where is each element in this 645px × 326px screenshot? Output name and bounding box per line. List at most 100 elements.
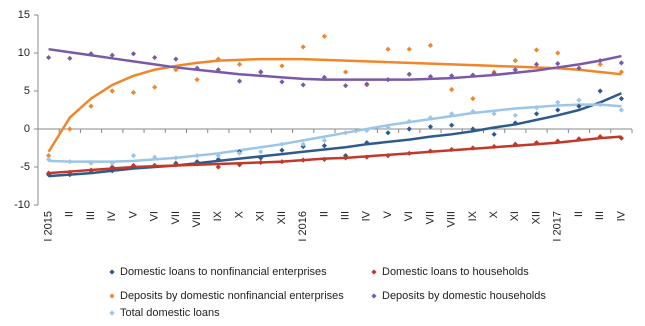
data-point	[449, 122, 455, 128]
data-point	[67, 126, 73, 132]
data-point	[279, 141, 285, 147]
data-point	[258, 149, 264, 155]
legend-marker	[109, 310, 115, 316]
x-tick-label: IV	[106, 210, 118, 221]
data-point	[364, 127, 370, 134]
data-point	[470, 145, 476, 151]
data-point	[618, 135, 624, 141]
data-point	[406, 118, 412, 124]
y-tick-label: -10	[14, 199, 30, 211]
data-point	[67, 159, 73, 165]
data-point	[597, 61, 603, 67]
data-point	[173, 162, 179, 168]
data-point	[427, 115, 434, 121]
data-point	[470, 108, 476, 115]
data-point	[343, 83, 349, 89]
data-point	[618, 107, 624, 113]
data-point	[406, 126, 412, 132]
data-point	[512, 112, 518, 118]
data-point	[597, 88, 603, 94]
data-point	[215, 164, 221, 170]
data-point	[130, 89, 137, 96]
data-point	[449, 86, 455, 93]
data-point	[46, 54, 52, 61]
y-tick-label: 5	[24, 85, 30, 97]
x-tick-label: III	[85, 211, 97, 220]
data-point	[300, 141, 306, 147]
x-tick-label: I 2017	[552, 211, 564, 242]
data-point	[343, 130, 349, 136]
legend-marker	[371, 269, 377, 275]
legend-label: Domestic loans to nonfinancial enterpris…	[120, 266, 327, 278]
x-tick-label: XII	[276, 211, 288, 224]
data-point	[215, 156, 221, 162]
data-point	[576, 97, 582, 103]
data-point	[236, 61, 243, 67]
x-tick-label: IV	[361, 210, 373, 221]
x-tick-label: II	[318, 211, 330, 217]
data-point	[173, 155, 179, 161]
data-point	[364, 140, 370, 146]
data-point	[152, 162, 158, 169]
data-point	[215, 153, 221, 159]
data-point	[385, 153, 391, 159]
data-point	[512, 141, 518, 147]
data-point	[194, 65, 200, 71]
data-point	[555, 50, 561, 56]
x-tick-label: VII	[424, 211, 436, 224]
data-point	[597, 58, 603, 64]
data-point	[173, 56, 179, 62]
data-point	[67, 169, 73, 175]
data-point	[215, 56, 221, 62]
data-point	[427, 148, 434, 154]
data-point	[576, 136, 582, 142]
data-point	[491, 70, 497, 77]
data-point	[130, 51, 137, 57]
x-tick-label: II	[64, 211, 76, 217]
data-point	[470, 126, 476, 132]
data-point	[491, 131, 497, 137]
data-point	[109, 164, 115, 170]
data-point	[406, 71, 412, 77]
data-point	[173, 67, 179, 73]
x-tick-label: X	[233, 210, 245, 218]
data-point	[194, 161, 200, 167]
data-point	[88, 51, 94, 57]
data-point	[618, 69, 624, 75]
data-point	[343, 155, 349, 161]
x-tick-label: IV	[615, 210, 627, 221]
data-point	[300, 44, 306, 50]
data-point	[470, 72, 476, 78]
legend-marker	[109, 293, 115, 299]
legend-marker	[371, 293, 377, 299]
x-tick-label: VI	[149, 211, 161, 221]
y-tick-label: 10	[18, 47, 30, 59]
legend-label: Deposits by domestic households	[382, 290, 546, 302]
data-point	[555, 138, 561, 144]
data-point	[449, 146, 455, 153]
data-point	[470, 96, 476, 102]
x-tick-label: XI	[509, 211, 521, 221]
data-point	[130, 153, 137, 159]
x-tick-label: VIII	[191, 211, 203, 228]
data-point	[300, 82, 306, 88]
data-point	[618, 96, 624, 102]
x-tick-label: III	[594, 211, 606, 220]
x-tick-label: VII	[170, 211, 182, 224]
data-point	[533, 111, 540, 117]
data-point	[152, 84, 158, 90]
data-point	[597, 102, 603, 108]
data-point	[385, 130, 391, 136]
data-point	[194, 153, 200, 159]
trend-line	[48, 135, 622, 175]
x-tick-label: X	[488, 210, 500, 218]
data-point	[321, 74, 327, 80]
data-point	[258, 159, 264, 166]
data-point	[194, 77, 200, 83]
x-tick-label: XII	[530, 211, 542, 224]
data-point	[109, 88, 115, 94]
data-point	[343, 69, 349, 75]
data-point	[88, 103, 94, 109]
data-point	[46, 156, 52, 162]
